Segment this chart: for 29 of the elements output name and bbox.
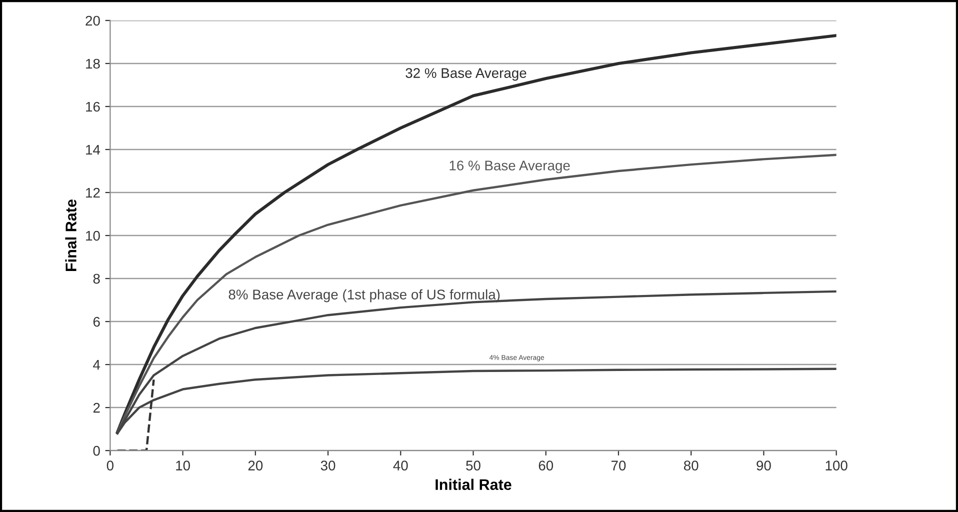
y-tick-label: 20 [86,16,100,26]
x-tick-label: 20 [248,460,263,470]
series-label: 32 % Base Average [406,68,526,81]
y-tick-label: 4 [93,360,100,370]
x-tick-label: 70 [611,460,626,470]
x-tick-label: 30 [320,460,336,470]
x-tick-label: 60 [538,460,554,470]
x-tick-label: 100 [826,460,848,470]
line-series [116,154,836,434]
y-tick-label: 16 [86,102,100,112]
x-axis-title: Initial Rate [436,478,512,490]
x-tick-label: 0 [106,460,114,470]
y-axis-title: Final Rate [65,200,76,271]
x-tick-label: 10 [176,460,190,470]
x-tick-label: 90 [756,460,771,470]
y-tick-label: 0 [93,446,100,456]
y-tick-label: 10 [86,230,100,241]
series-label: 8% Base Average (1st phase of US formula) [228,289,500,302]
series-label: 16 % Base Average [450,160,570,174]
x-tick-label: 40 [393,460,408,470]
x-tick-label: 50 [466,460,480,470]
x-tick-label: 80 [684,460,698,470]
line-series [116,34,836,434]
y-tick-label: 12 [86,188,100,198]
y-tick-label: 8 [93,274,100,284]
y-tick-label: 6 [93,316,100,327]
y-tick-label: 14 [86,144,100,155]
y-tick-label: 2 [93,402,100,413]
y-tick-label: 18 [86,58,100,69]
